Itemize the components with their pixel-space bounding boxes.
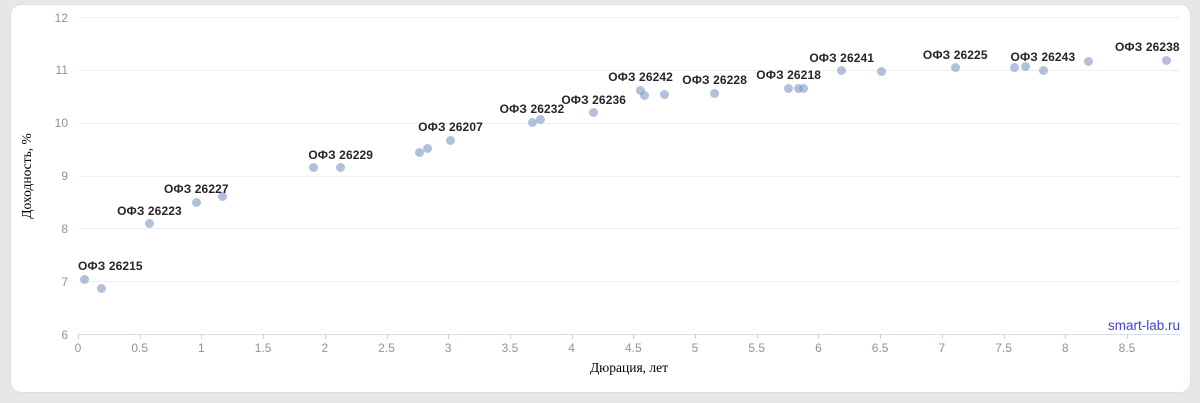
x-tick-mark	[571, 334, 573, 339]
x-tick-label: 0	[74, 340, 82, 355]
data-point[interactable]	[837, 66, 847, 76]
point-label: ОФЗ 26228	[682, 73, 747, 88]
data-point[interactable]	[422, 144, 432, 154]
x-tick-label: 7	[938, 340, 946, 355]
data-point[interactable]	[1161, 55, 1171, 65]
point-label: ОФЗ 26236	[561, 92, 627, 107]
x-tick-label: 3	[444, 340, 452, 355]
plot-area: smart-lab.ru 6 7 8 9 10 11 12 0 0.5 1 1.5 2 2.5 3 3.5 4…	[55, 11, 1180, 355]
y-tick-label: 8	[61, 221, 68, 236]
data-point[interactable]	[636, 85, 646, 95]
data-point[interactable]	[784, 83, 794, 93]
point-label: ОФЗ 26243	[1010, 50, 1076, 65]
data-point[interactable]	[336, 163, 346, 173]
point-label: ОФЗ 26223	[117, 203, 182, 218]
data-point[interactable]	[536, 114, 546, 124]
y-tick-label: 10	[54, 116, 68, 131]
point-label: ОФЗ 26238	[1115, 40, 1180, 55]
data-point[interactable]	[876, 67, 886, 77]
x-tick-mark	[818, 334, 820, 339]
x-tick-mark	[756, 334, 758, 339]
x-tick-mark	[695, 334, 697, 339]
x-tick-mark	[633, 334, 635, 339]
x-tick-label: 6	[815, 340, 822, 355]
data-point[interactable]	[79, 274, 89, 284]
data-point[interactable]	[145, 219, 155, 229]
y-gridline	[78, 69, 1180, 71]
y-tick-label: 9	[61, 169, 68, 183]
x-tick-label: 3.5	[501, 340, 519, 355]
y-gridline	[78, 175, 1180, 177]
data-point[interactable]	[794, 83, 804, 93]
x-tick-label: 0.5	[131, 340, 149, 355]
x-tick-label: 6.5	[871, 340, 889, 355]
data-point[interactable]	[1010, 63, 1020, 73]
x-axis-title: Дюрация, лет	[589, 360, 669, 375]
y-tick-label: 7	[61, 274, 68, 289]
x-tick-label: 5.5	[748, 340, 766, 355]
y-tick-label: 6	[61, 327, 68, 342]
data-point[interactable]	[799, 83, 809, 93]
data-point[interactable]	[96, 284, 106, 294]
y-tick-label: 12	[54, 10, 68, 25]
x-tick-label: 2.5	[378, 340, 395, 355]
point-label: ОФЗ 26232	[499, 102, 565, 117]
data-point[interactable]	[1038, 65, 1048, 75]
data-point[interactable]	[527, 117, 537, 127]
data-point[interactable]	[415, 148, 425, 158]
x-tick-label: 5	[691, 340, 699, 355]
y-gridline	[78, 228, 1180, 230]
watermark-link[interactable]: smart-lab.ru	[1107, 317, 1180, 333]
x-tick-label: 8	[1061, 340, 1069, 355]
x-tick-label: 8.5	[1118, 340, 1136, 355]
x-tick-mark	[263, 334, 265, 339]
x-tick-mark	[1126, 334, 1128, 339]
data-point[interactable]	[446, 135, 456, 145]
data-point[interactable]	[639, 91, 649, 101]
chart-card: Доходность, % smart-lab.ru 6 7 8 9 10 11 12 0 0.…	[11, 5, 1190, 392]
x-tick-mark	[1003, 334, 1005, 339]
y-gridline	[78, 281, 1180, 283]
data-point[interactable]	[309, 163, 319, 173]
data-point[interactable]	[710, 88, 720, 98]
data-point[interactable]	[659, 90, 669, 100]
point-label: ОФЗ 26229	[308, 147, 374, 162]
x-tick-mark	[880, 334, 882, 339]
x-tick-mark	[78, 334, 79, 339]
y-tick-label: 11	[55, 63, 68, 78]
point-label: ОФЗ 26218	[756, 68, 821, 83]
point-label: ОФЗ 26241	[809, 50, 875, 65]
x-tick-mark	[139, 334, 141, 339]
x-tick-mark	[941, 334, 943, 339]
data-point[interactable]	[191, 197, 201, 207]
data-point[interactable]	[1021, 61, 1031, 71]
x-tick-mark	[1065, 334, 1067, 339]
x-tick-label: 1	[198, 340, 205, 355]
point-label: ОФЗ 26225	[922, 47, 988, 62]
x-tick-label: 4	[568, 340, 575, 355]
data-point[interactable]	[589, 108, 599, 118]
y-gridline	[78, 122, 1180, 124]
x-tick-mark	[386, 334, 388, 339]
x-tick-mark	[324, 334, 326, 339]
x-tick-mark	[509, 334, 511, 339]
x-axis-line	[78, 334, 1180, 335]
data-point[interactable]	[1084, 56, 1094, 66]
x-tick-label: 7.5	[995, 340, 1012, 355]
point-label: ОФЗ 26207	[418, 120, 483, 135]
x-tick-label: 2	[321, 340, 329, 355]
point-label: ОФЗ 26215	[78, 259, 143, 274]
x-tick-mark	[448, 334, 450, 339]
point-label: ОФЗ 26242	[608, 70, 673, 85]
x-tick-label: 1.5	[254, 340, 272, 355]
x-tick-label: 4.5	[624, 340, 642, 355]
x-tick-mark	[201, 334, 203, 339]
data-point[interactable]	[950, 63, 960, 73]
point-label: ОФЗ 26227	[163, 182, 229, 197]
data-point[interactable]	[217, 192, 227, 202]
y-gridline	[78, 17, 1180, 18]
